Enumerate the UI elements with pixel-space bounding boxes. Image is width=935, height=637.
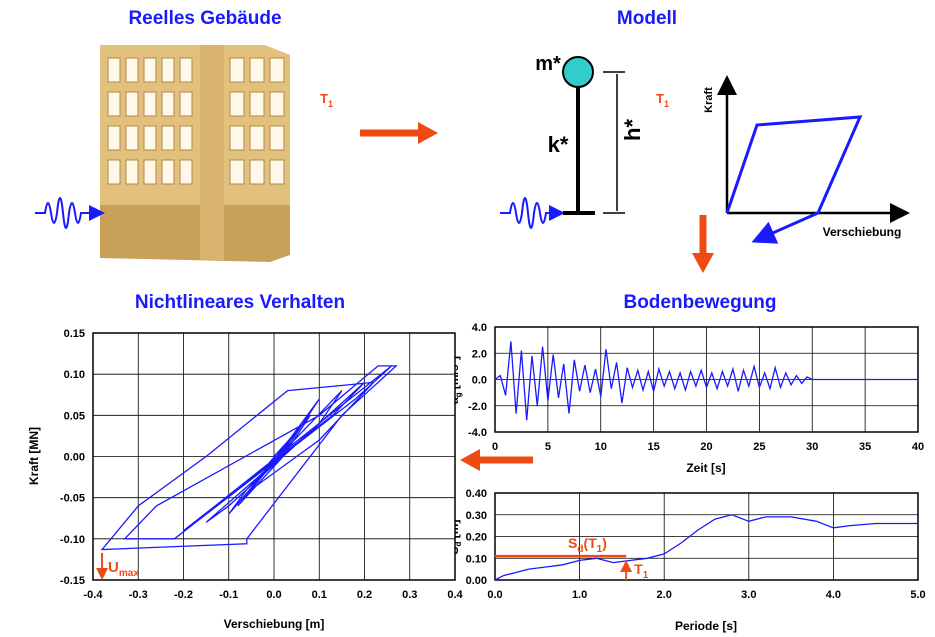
- arrow-head: [460, 449, 480, 471]
- sd-part: ): [602, 535, 607, 551]
- building: [100, 45, 290, 262]
- x-tick-label: 0: [492, 441, 498, 453]
- dimension: [603, 72, 625, 213]
- umax-sub: max: [119, 568, 139, 579]
- model-title: Modell: [617, 8, 677, 29]
- chart-title: Nichtlineares Verhalten: [135, 292, 345, 313]
- x-tick-label: 0.0: [266, 589, 281, 601]
- x-tick-label: 0.3: [402, 589, 417, 601]
- y-tick-label: 0.10: [466, 553, 487, 565]
- stiffness-label: k*: [548, 132, 569, 157]
- height-label: h*: [620, 119, 645, 141]
- x-tick-label: -0.4: [84, 589, 104, 601]
- x-tick-label: 0.1: [312, 589, 327, 601]
- y-tick-label: 0.05: [64, 410, 85, 422]
- x-tick-label: -0.2: [174, 589, 193, 601]
- x-tick-label: 30: [806, 441, 818, 453]
- x-axis-label: Periode [s]: [675, 619, 737, 633]
- x-axis-label: Verschiebung [m]: [224, 617, 325, 631]
- building-title: Reelles Gebäude: [128, 8, 281, 29]
- x-tick-label: 0.4: [447, 589, 463, 601]
- x-tick-label: 40: [912, 441, 924, 453]
- sd-part: S: [568, 535, 577, 551]
- force-label: Kraft: [703, 87, 715, 113]
- arrow-head: [692, 253, 714, 273]
- x-tick-label: -0.3: [129, 589, 148, 601]
- x-tick-label: 2.0: [657, 589, 672, 601]
- mass: [563, 57, 593, 87]
- y-tick-label: -0.05: [60, 493, 85, 505]
- x-tick-label: -0.1: [219, 589, 238, 601]
- umax-u: U: [108, 559, 119, 576]
- x-axis-label: Zeit [s]: [686, 461, 725, 475]
- t1-sub: 1: [643, 570, 649, 581]
- displacement-label: Verschiebung: [823, 225, 902, 239]
- y-tick-label: 0.00: [64, 452, 85, 464]
- y-tick-label: 0.15: [64, 328, 85, 340]
- x-tick-label: 10: [595, 441, 607, 453]
- y-tick-label: -2.0: [468, 401, 487, 413]
- y-tick-label: 0.30: [466, 510, 487, 522]
- y-tick-label: 0.20: [466, 532, 487, 544]
- t1-label: T1: [656, 91, 669, 109]
- x-tick-label: 20: [700, 441, 712, 453]
- ground-wave: [500, 198, 561, 228]
- y-tick-label: -0.10: [60, 534, 85, 546]
- x-tick-label: 5.0: [910, 589, 925, 601]
- t1-label: T1: [320, 91, 333, 109]
- x-tick-label: 3.0: [741, 589, 756, 601]
- schematic-loop: [727, 117, 860, 240]
- mass-label: m*: [535, 53, 561, 75]
- y-tick-label: 0.00: [466, 575, 487, 587]
- x-tick-label: 15: [648, 441, 660, 453]
- y-tick-label: 4.0: [472, 322, 487, 334]
- y-tick-label: 0.0: [472, 375, 487, 387]
- figure: Reelles Gebäude Modell Nichtlineares Ver…: [0, 0, 935, 637]
- x-tick-label: 25: [753, 441, 765, 453]
- y-tick-label: -4.0: [468, 427, 487, 439]
- ground-wave: [35, 198, 101, 228]
- schematic-axes: [727, 80, 905, 213]
- y-tick-label: -0.15: [60, 575, 85, 587]
- x-tick-label: 4.0: [826, 589, 841, 601]
- x-tick-label: 1.0: [572, 589, 587, 601]
- x-tick-label: 0.2: [357, 589, 372, 601]
- y-tick-label: 0.40: [466, 488, 487, 500]
- y-axis-label: Kraft [MN]: [27, 427, 41, 485]
- x-tick-label: 35: [859, 441, 871, 453]
- chart-title: Bodenbewegung: [623, 292, 776, 313]
- x-tick-label: 5: [545, 441, 551, 453]
- arrow-head: [418, 122, 438, 144]
- y-tick-label: 0.10: [64, 369, 85, 381]
- sd-part: (T: [583, 535, 597, 551]
- y-tick-label: 2.0: [472, 348, 487, 360]
- x-tick-label: 0.0: [487, 589, 502, 601]
